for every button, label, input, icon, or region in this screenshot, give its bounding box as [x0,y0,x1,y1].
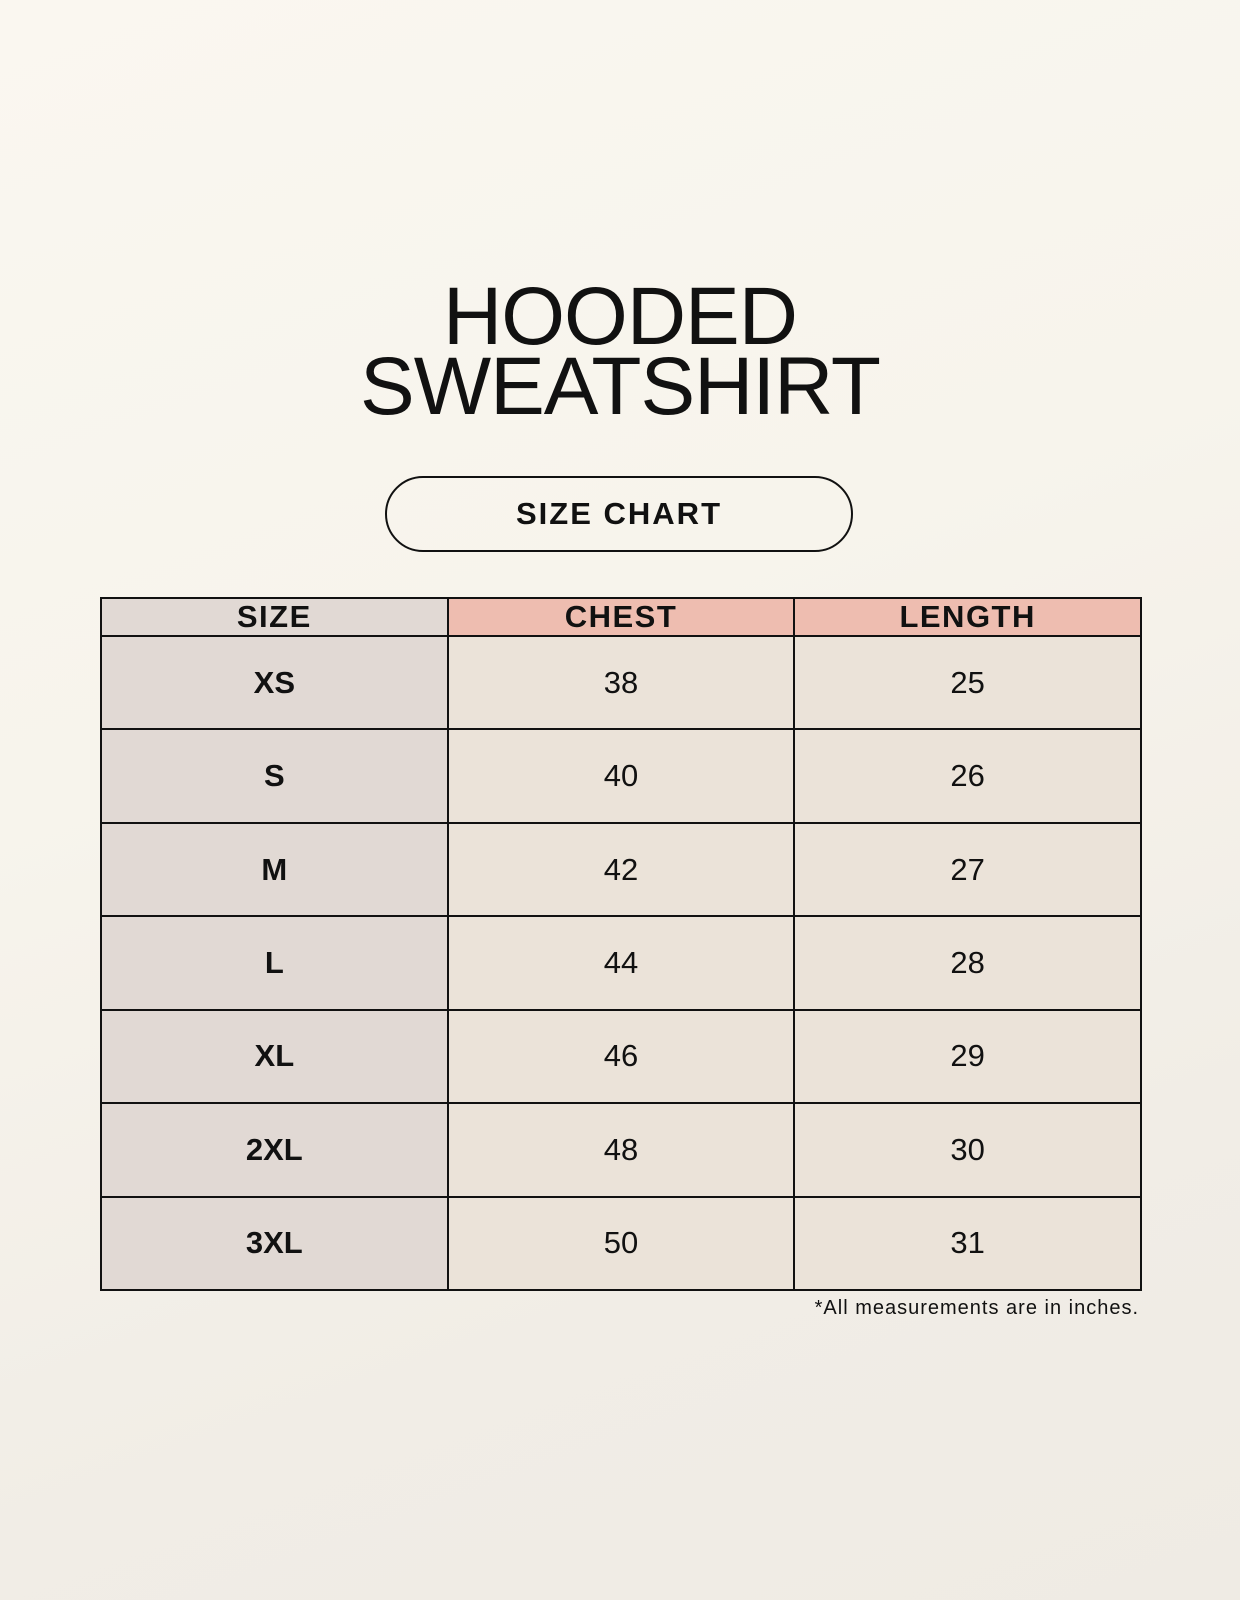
cell-size: 2XL [100,1102,449,1198]
cell-length: 30 [793,1102,1142,1198]
cell-length: 25 [793,634,1142,731]
table-row: M 42 27 [100,821,1142,918]
cell-size: XS [100,634,449,731]
size-table: SIZE CHEST LENGTH XS 38 25 S 40 26 M 42 27 L 44 28 X… [100,597,1142,1292]
cell-size: L [100,915,449,1011]
header-size: SIZE [100,597,449,637]
cell-chest: 44 [446,915,796,1011]
cell-chest: 50 [446,1195,796,1292]
cell-length: 26 [793,728,1142,824]
cell-chest: 46 [446,1008,796,1105]
cell-length: 31 [793,1195,1142,1292]
table-row: 2XL 48 30 [100,1102,1142,1198]
table-row: XL 46 29 [100,1008,1142,1105]
header-chest: CHEST [446,597,796,637]
footnote: *All measurements are in inches. [814,1297,1139,1319]
table-row: XS 38 25 [100,634,1142,731]
cell-size: XL [100,1008,449,1105]
table-header-row: SIZE CHEST LENGTH [100,597,1142,637]
table-row: S 40 26 [100,728,1142,824]
cell-chest: 40 [446,728,796,824]
cell-size: S [100,728,449,824]
cell-length: 29 [793,1008,1142,1105]
table-row: 3XL 50 31 [100,1195,1142,1292]
table-row: L 44 28 [100,915,1142,1011]
cell-size: M [100,821,449,918]
size-chart-label: SIZE CHART [385,476,853,552]
header-length: LENGTH [793,597,1142,637]
cell-chest: 38 [446,634,796,731]
page-title: HOODED SWEATSHIRT [0,271,1240,432]
title-line-2: SWEATSHIRT [360,341,881,432]
cell-chest: 48 [446,1102,796,1198]
cell-size: 3XL [100,1195,449,1292]
cell-length: 27 [793,821,1142,918]
cell-chest: 42 [446,821,796,918]
cell-length: 28 [793,915,1142,1011]
title-line-1: HOODED [443,271,798,362]
